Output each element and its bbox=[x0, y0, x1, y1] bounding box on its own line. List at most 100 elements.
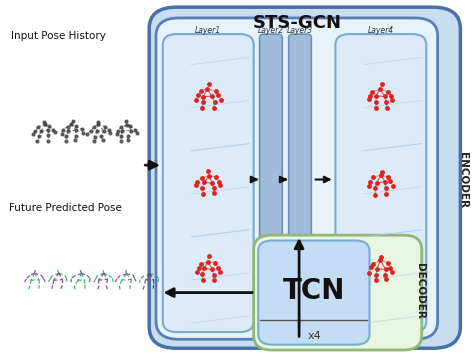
Point bbox=[114, 128, 121, 134]
Point bbox=[381, 179, 389, 185]
Point bbox=[372, 192, 379, 197]
Point bbox=[377, 257, 384, 263]
FancyBboxPatch shape bbox=[258, 241, 370, 345]
Point bbox=[381, 94, 389, 99]
Point bbox=[367, 179, 374, 185]
Text: Layer1: Layer1 bbox=[195, 26, 221, 35]
Point bbox=[193, 179, 201, 185]
Point bbox=[99, 137, 107, 143]
Point bbox=[205, 168, 212, 173]
Point bbox=[63, 133, 70, 139]
Point bbox=[383, 105, 391, 111]
Point bbox=[200, 266, 208, 271]
Point bbox=[369, 261, 377, 267]
Point bbox=[377, 255, 384, 260]
Point bbox=[107, 130, 114, 135]
Point bbox=[383, 191, 390, 196]
Point bbox=[382, 272, 389, 278]
Point bbox=[209, 267, 216, 272]
Point bbox=[386, 178, 394, 184]
Point bbox=[64, 128, 72, 134]
Text: Layer2: Layer2 bbox=[258, 26, 284, 35]
Point bbox=[200, 99, 207, 105]
Point bbox=[100, 128, 108, 134]
Point bbox=[372, 106, 380, 111]
Point bbox=[45, 127, 52, 133]
Point bbox=[94, 119, 102, 125]
Point bbox=[365, 270, 373, 275]
Point bbox=[200, 191, 207, 196]
Point bbox=[203, 86, 211, 92]
Point bbox=[382, 186, 389, 191]
Point bbox=[211, 260, 219, 265]
Point bbox=[365, 96, 373, 102]
Point bbox=[127, 123, 134, 129]
Point bbox=[113, 131, 120, 137]
Text: DECODER: DECODER bbox=[415, 263, 425, 319]
Point bbox=[41, 119, 48, 125]
Point bbox=[79, 130, 87, 136]
Point bbox=[124, 137, 132, 143]
FancyBboxPatch shape bbox=[156, 18, 438, 339]
Point bbox=[133, 130, 140, 135]
Point bbox=[68, 121, 75, 127]
Point bbox=[199, 277, 207, 283]
FancyBboxPatch shape bbox=[149, 7, 460, 348]
Point bbox=[34, 138, 41, 144]
Point bbox=[32, 128, 39, 134]
Point bbox=[372, 186, 379, 191]
Point bbox=[72, 123, 80, 129]
Point bbox=[382, 266, 390, 272]
Point bbox=[210, 278, 218, 283]
Point bbox=[30, 131, 37, 136]
Point bbox=[193, 269, 201, 275]
Point bbox=[199, 185, 206, 191]
Point bbox=[389, 183, 396, 188]
Point bbox=[93, 128, 101, 134]
Point bbox=[389, 269, 396, 275]
Point bbox=[212, 174, 220, 180]
Point bbox=[378, 169, 385, 174]
Point bbox=[373, 277, 380, 283]
Point bbox=[214, 265, 222, 271]
Point bbox=[387, 93, 395, 99]
Point bbox=[72, 127, 80, 133]
Point bbox=[212, 88, 220, 94]
Point bbox=[205, 81, 212, 87]
Point bbox=[123, 122, 130, 127]
Point bbox=[215, 179, 223, 185]
Point bbox=[386, 265, 394, 271]
Point bbox=[201, 180, 208, 185]
Point bbox=[45, 138, 52, 144]
Point bbox=[34, 124, 42, 130]
FancyBboxPatch shape bbox=[336, 34, 426, 332]
Point bbox=[52, 130, 59, 135]
Text: Layer3: Layer3 bbox=[287, 26, 313, 35]
Point bbox=[37, 128, 45, 134]
Point bbox=[369, 174, 377, 180]
Point bbox=[372, 272, 380, 278]
Point bbox=[192, 97, 200, 102]
Point bbox=[372, 93, 380, 99]
Point bbox=[97, 133, 105, 139]
Point bbox=[101, 124, 109, 130]
Point bbox=[211, 99, 219, 105]
Point bbox=[69, 118, 77, 124]
Point bbox=[49, 127, 57, 133]
Text: Layer4: Layer4 bbox=[368, 26, 394, 35]
Point bbox=[64, 123, 72, 129]
Point bbox=[210, 105, 218, 111]
Point bbox=[118, 134, 125, 139]
Point bbox=[197, 88, 205, 94]
Point bbox=[94, 121, 101, 127]
Point bbox=[195, 265, 203, 271]
Point bbox=[90, 138, 98, 144]
Point bbox=[46, 123, 53, 129]
Point bbox=[71, 137, 78, 143]
Point bbox=[369, 89, 376, 94]
Point bbox=[208, 93, 216, 99]
FancyBboxPatch shape bbox=[289, 34, 311, 332]
Point bbox=[198, 175, 205, 181]
FancyBboxPatch shape bbox=[163, 34, 254, 332]
FancyBboxPatch shape bbox=[254, 235, 422, 350]
